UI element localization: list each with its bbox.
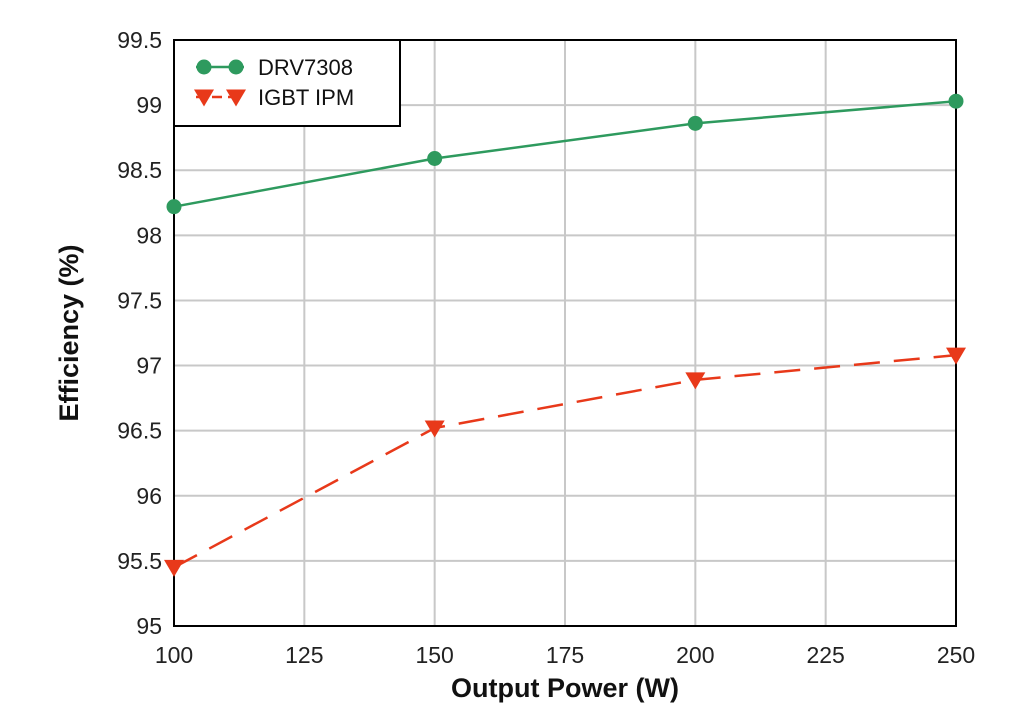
x-tick-label: 225 xyxy=(806,642,844,668)
y-tick-label: 98.5 xyxy=(117,157,162,183)
legend-label: DRV7308 xyxy=(258,55,353,80)
y-tick-label: 95.5 xyxy=(117,548,162,574)
y-tick-label: 99 xyxy=(136,92,162,118)
x-tick-label: 100 xyxy=(155,642,193,668)
legend-box xyxy=(173,39,401,127)
grid-lines xyxy=(173,39,957,627)
x-axis-title: Output Power (W) xyxy=(451,673,679,703)
series-line xyxy=(173,353,957,569)
x-tick-label: 175 xyxy=(546,642,584,668)
series-drv7308 xyxy=(166,93,964,215)
data-point xyxy=(687,115,703,131)
series-line xyxy=(173,99,957,208)
legend: DRV7308 IGBT IPM xyxy=(173,39,401,127)
legend-marker xyxy=(196,59,212,75)
y-tick-label: 95 xyxy=(136,613,162,639)
plot-area xyxy=(173,39,957,627)
y-tick-label: 96.5 xyxy=(117,418,162,444)
data-point xyxy=(685,372,706,390)
legend-item: IGBT IPM xyxy=(194,85,354,110)
x-tick-label: 125 xyxy=(285,642,323,668)
series-lines xyxy=(164,93,966,577)
y-tick-label: 97 xyxy=(136,353,162,379)
data-point xyxy=(164,559,184,577)
y-tick-label: 96 xyxy=(136,483,162,509)
x-tick-label: 200 xyxy=(676,642,714,668)
legend-label: IGBT IPM xyxy=(258,85,354,110)
series-igbt-ipm xyxy=(164,347,966,577)
y-axis-title: Efficiency (%) xyxy=(54,244,84,421)
x-tick-label: 250 xyxy=(937,642,975,668)
data-point xyxy=(948,93,964,109)
legend-marker xyxy=(226,89,246,107)
data-point xyxy=(424,420,445,438)
x-tick-label: 150 xyxy=(415,642,453,668)
y-tick-label: 97.5 xyxy=(117,287,162,313)
legend-marker xyxy=(194,89,214,107)
data-point xyxy=(946,347,966,365)
legend-marker xyxy=(228,59,244,75)
y-tick-label: 98 xyxy=(136,222,162,248)
x-axis-ticks: 100 125 150 175 200 225 250 xyxy=(155,642,975,668)
legend-item: DRV7308 xyxy=(196,55,353,80)
y-axis-ticks: 95 95.5 96 96.5 97 97.5 98 98.5 99 99.5 xyxy=(117,27,162,639)
y-tick-label: 99.5 xyxy=(117,27,162,53)
data-point xyxy=(427,151,443,167)
data-point xyxy=(166,199,182,215)
